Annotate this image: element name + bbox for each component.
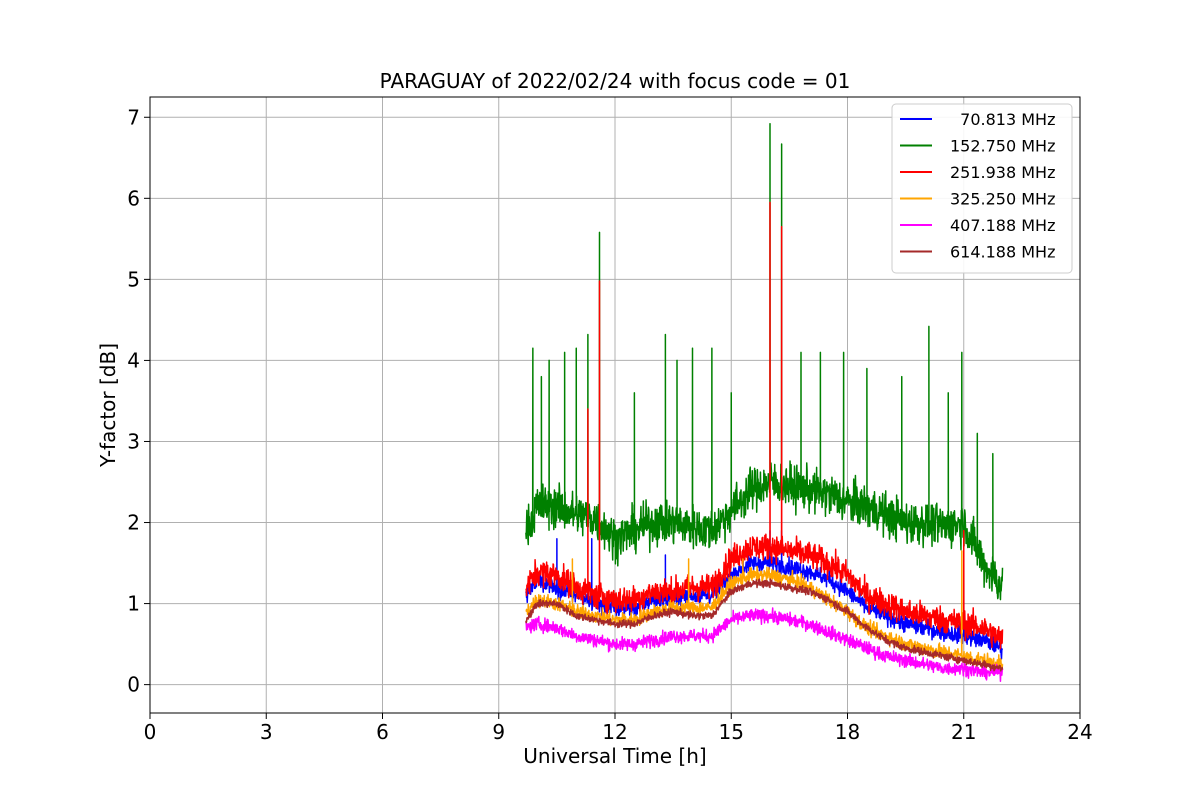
x-tick-label: 9 [492, 720, 505, 744]
y-tick-label: 2 [127, 511, 140, 535]
x-axis-label: Universal Time [h] [523, 744, 706, 768]
x-tick-label: 21 [951, 720, 976, 744]
y-axis-label: Y-factor [dB] [96, 343, 120, 468]
y-tick-label: 5 [127, 267, 140, 291]
chart-title: PARAGUAY of 2022/02/24 with focus code =… [380, 69, 851, 93]
x-tick-label: 0 [144, 720, 157, 744]
series-line-5 [525, 578, 1004, 672]
series-line-0 [525, 529, 1004, 660]
series-line-4 [525, 607, 1004, 683]
legend: 70.813 MHz 152.750 MHz 251.938 MHz 325.250 … [891, 103, 1073, 274]
x-tick-label: 6 [376, 720, 389, 744]
legend-label: 325.250 MHz [950, 190, 1055, 209]
series-line-1 [525, 123, 1004, 601]
x-tick-label: 12 [602, 720, 627, 744]
x-tick-label: 3 [260, 720, 273, 744]
series-line-2 [525, 201, 1004, 650]
legend-label: 407.188 MHz [950, 216, 1055, 235]
series-lines [525, 123, 1004, 683]
y-tick-label: 7 [127, 105, 140, 129]
legend-label: 251.938 MHz [950, 163, 1055, 182]
y-tick-label: 6 [127, 186, 140, 210]
legend-label: 614.188 MHz [950, 243, 1055, 262]
y-tick-label: 3 [127, 429, 140, 453]
y-tick-label: 0 [127, 673, 140, 697]
y-tick-label: 4 [127, 348, 140, 372]
y-tick-label: 1 [127, 592, 140, 616]
x-tick-label: 18 [835, 720, 860, 744]
legend-box [891, 103, 1073, 274]
legend-label: 152.750 MHz [950, 137, 1055, 156]
legend-label: 70.813 MHz [950, 110, 1055, 129]
x-tick-label: 15 [719, 720, 744, 744]
x-tick-label: 24 [1067, 720, 1092, 744]
